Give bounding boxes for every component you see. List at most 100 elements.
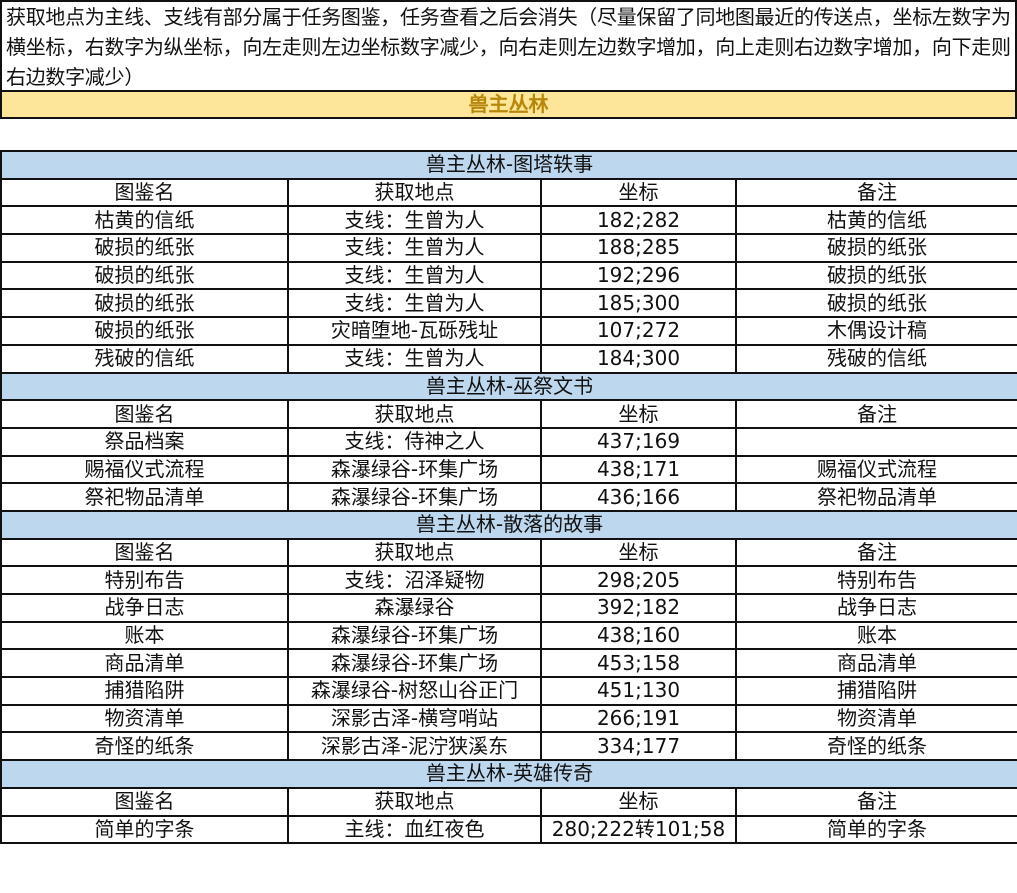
column-header-note: 备注 [734, 537, 1017, 568]
cell-location: 支线：侍神之人 [287, 426, 542, 457]
region-banner: 兽主丛林 [0, 90, 1017, 119]
cell-note: 破损的纸张 [734, 233, 1017, 263]
cell-coordinates: 392;182 [540, 593, 737, 623]
cell-location: 深影古泽-泥泞狭溪东 [287, 731, 542, 762]
cell-location: 森瀑绿谷 [287, 593, 542, 623]
table-row: 破损的纸张 灾暗堕地-瓦砾残址 107;272 木偶设计稿 [0, 316, 1017, 346]
cell-coordinates: 107;272 [540, 316, 737, 346]
section-header-row: 兽主丛林-巫祭文书 [0, 371, 1017, 402]
column-header-coordinates: 坐标 [540, 786, 737, 817]
cell-location: 森瀑绿谷-环集广场 [287, 648, 542, 679]
column-header-row: 图鉴名 获取地点 坐标 备注 [0, 537, 1017, 568]
cell-coordinates: 451;130 [540, 676, 737, 706]
cell-location: 支线：生曾为人 [287, 288, 542, 319]
cell-item-name: 商品清单 [0, 648, 289, 679]
cell-note: 捕猎陷阱 [734, 676, 1017, 706]
cell-note: 木偶设计稿 [734, 316, 1017, 346]
cell-note: 物资清单 [734, 703, 1017, 734]
section-title: 兽主丛林-巫祭文书 [0, 371, 1017, 402]
cell-location: 森瀑绿谷-环集广场 [287, 482, 542, 512]
cell-coordinates: 436;166 [540, 482, 737, 512]
table-row: 奇怪的纸条 深影古泽-泥泞狭溪东 334;177 奇怪的纸条 [0, 731, 1017, 762]
table-row: 残破的信纸 支线：生曾为人 184;300 残破的信纸 [0, 343, 1017, 374]
cell-note: 账本 [734, 620, 1017, 651]
cell-location: 森瀑绿谷-环集广场 [287, 620, 542, 651]
table-row: 枯黄的信纸 支线：生曾为人 182;282 枯黄的信纸 [0, 205, 1017, 236]
cell-location: 森瀑绿谷-环集广场 [287, 454, 542, 485]
section-header-row: 兽主丛林-散落的故事 [0, 509, 1017, 540]
cell-coordinates: 182;282 [540, 205, 737, 236]
table-row: 战争日志 森瀑绿谷 392;182 战争日志 [0, 593, 1017, 623]
cell-coordinates: 266;191 [540, 703, 737, 734]
cell-location: 灾暗堕地-瓦砾残址 [287, 316, 542, 346]
collection-table: 兽主丛林-图塔轶事 图鉴名 获取地点 坐标 备注 枯黄的信纸 支线：生曾为人 182;282 枯… [0, 150, 1017, 845]
cell-note: 战争日志 [734, 593, 1017, 623]
cell-item-name: 祭品档案 [0, 426, 289, 457]
cell-note [734, 426, 1017, 457]
table-row: 破损的纸张 支线：生曾为人 192;296 破损的纸张 [0, 260, 1017, 291]
column-header-location: 获取地点 [287, 177, 542, 208]
column-header-location: 获取地点 [287, 786, 542, 817]
column-header-item-name: 图鉴名 [0, 399, 289, 429]
cell-item-name: 赐福仪式流程 [0, 454, 289, 485]
cell-item-name: 残破的信纸 [0, 343, 289, 374]
cell-note: 残破的信纸 [734, 343, 1017, 374]
cell-item-name: 捕猎陷阱 [0, 676, 289, 706]
cell-note: 奇怪的纸条 [734, 731, 1017, 762]
cell-location: 支线：生曾为人 [287, 343, 542, 374]
cell-note: 赐福仪式流程 [734, 454, 1017, 485]
cell-coordinates: 437;169 [540, 426, 737, 457]
cell-item-name: 破损的纸张 [0, 233, 289, 263]
section-title: 兽主丛林-图塔轶事 [0, 150, 1017, 180]
column-header-location: 获取地点 [287, 399, 542, 429]
cell-location: 森瀑绿谷-树怒山谷正门 [287, 676, 542, 706]
table-row: 破损的纸张 支线：生曾为人 188;285 破损的纸张 [0, 233, 1017, 263]
column-header-item-name: 图鉴名 [0, 786, 289, 817]
cell-item-name: 破损的纸张 [0, 260, 289, 291]
column-header-coordinates: 坐标 [540, 537, 737, 568]
cell-coordinates: 298;205 [540, 565, 737, 595]
column-header-location: 获取地点 [287, 537, 542, 568]
cell-item-name: 奇怪的纸条 [0, 731, 289, 762]
cell-item-name: 破损的纸张 [0, 316, 289, 346]
cell-location: 深影古泽-横穹哨站 [287, 703, 542, 734]
cell-coordinates: 184;300 [540, 343, 737, 374]
column-header-row: 图鉴名 获取地点 坐标 备注 [0, 786, 1017, 817]
table-row: 赐福仪式流程 森瀑绿谷-环集广场 438;171 赐福仪式流程 [0, 454, 1017, 485]
cell-note: 枯黄的信纸 [734, 205, 1017, 236]
cell-location: 支线：生曾为人 [287, 205, 542, 236]
intro-note: 获取地点为主线、支线有部分属于任务图鉴，任务查看之后会消失（尽量保留了同地图最近… [0, 0, 1017, 90]
column-header-item-name: 图鉴名 [0, 177, 289, 208]
cell-item-name: 枯黄的信纸 [0, 205, 289, 236]
table-row: 简单的字条 主线：血红夜色 280;222转101;58 简单的字条 [0, 814, 1017, 845]
cell-note: 商品清单 [734, 648, 1017, 679]
table-row: 特别布告 支线：沼泽疑物 298;205 特别布告 [0, 565, 1017, 595]
cell-coordinates: 438;160 [540, 620, 737, 651]
column-header-note: 备注 [734, 177, 1017, 208]
column-header-row: 图鉴名 获取地点 坐标 备注 [0, 177, 1017, 208]
cell-item-name: 特别布告 [0, 565, 289, 595]
column-header-item-name: 图鉴名 [0, 537, 289, 568]
column-header-row: 图鉴名 获取地点 坐标 备注 [0, 399, 1017, 429]
cell-location: 支线：沼泽疑物 [287, 565, 542, 595]
cell-item-name: 战争日志 [0, 593, 289, 623]
cell-coordinates: 334;177 [540, 731, 737, 762]
cell-coordinates: 192;296 [540, 260, 737, 291]
table-row: 账本 森瀑绿谷-环集广场 438;160 账本 [0, 620, 1017, 651]
cell-note: 特别布告 [734, 565, 1017, 595]
cell-coordinates: 453;158 [540, 648, 737, 679]
cell-coordinates: 280;222转101;58 [540, 814, 737, 845]
section-header-row: 兽主丛林-图塔轶事 [0, 150, 1017, 180]
cell-item-name: 物资清单 [0, 703, 289, 734]
table-row: 物资清单 深影古泽-横穹哨站 266;191 物资清单 [0, 703, 1017, 734]
table-row: 祭品档案 支线：侍神之人 437;169 [0, 426, 1017, 457]
cell-item-name: 祭祀物品清单 [0, 482, 289, 512]
cell-coordinates: 188;285 [540, 233, 737, 263]
cell-item-name: 账本 [0, 620, 289, 651]
column-header-note: 备注 [734, 786, 1017, 817]
cell-note: 祭祀物品清单 [734, 482, 1017, 512]
cell-note: 破损的纸张 [734, 260, 1017, 291]
section-title: 兽主丛林-散落的故事 [0, 509, 1017, 540]
column-header-coordinates: 坐标 [540, 177, 737, 208]
cell-item-name: 简单的字条 [0, 814, 289, 845]
